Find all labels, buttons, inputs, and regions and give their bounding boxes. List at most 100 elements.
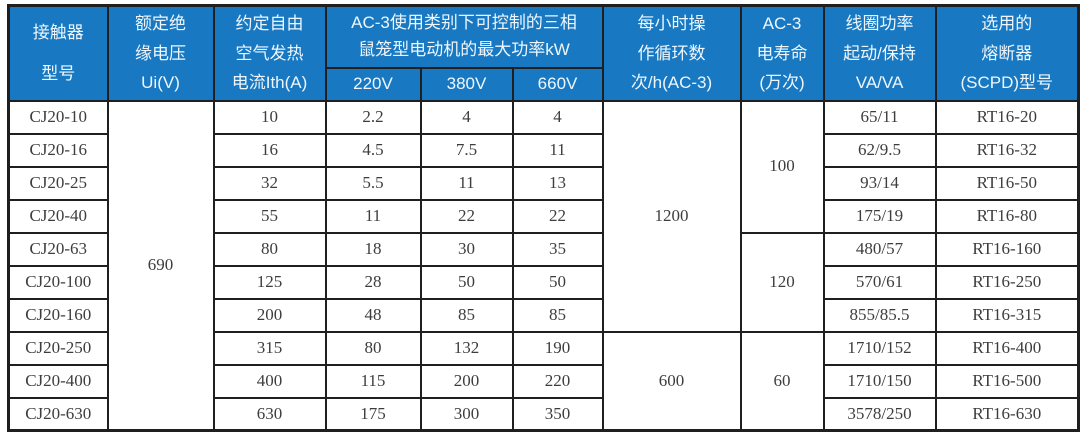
cell-ith: 630	[212, 396, 327, 432]
table-row: CJ20-10 690 10 2.2 4 4 1200 100 65/11 RT…	[7, 99, 1080, 432]
cell-coil: 855/85.5	[822, 297, 937, 333]
header-cell-220v: 220V	[324, 66, 422, 102]
cell-fuse: RT16-630	[934, 396, 1080, 432]
cell-coil: 1710/152	[822, 330, 937, 366]
cell-life-merged-top: 100	[739, 99, 825, 234]
cell-kw660: 220	[511, 363, 604, 399]
cell-kw220: 28	[324, 264, 422, 300]
cell-kw380: 22	[419, 198, 514, 234]
cell-kw220: 4.5	[324, 132, 422, 168]
cell-fuse: RT16-400	[934, 330, 1080, 366]
header-cell-ith: 约定自由 空气发热 电流Ith(A)	[212, 4, 327, 102]
cell-cycles-merged-top: 1200	[601, 99, 742, 333]
cell-model: CJ20-400	[7, 363, 109, 399]
header-cell-coil: 线圈功率 起动/保持 VA/VA	[822, 4, 937, 102]
cell-model: CJ20-40	[7, 198, 109, 234]
cell-kw380: 50	[419, 264, 514, 300]
header-cell-ac3-power: AC-3使用类别下可控制的三相 鼠笼型电动机的最大功率kW	[324, 4, 604, 69]
cell-ith: 16	[212, 132, 327, 168]
cell-coil: 1710/150	[822, 363, 937, 399]
cell-ith: 80	[212, 231, 327, 267]
cell-kw220: 2.2	[324, 99, 422, 135]
cell-ui-merged: 690	[106, 99, 215, 432]
cell-kw660: 190	[511, 330, 604, 366]
cell-model: CJ20-16	[7, 132, 109, 168]
cell-kw380: 200	[419, 363, 514, 399]
cell-kw380: 300	[419, 396, 514, 432]
cell-kw220: 80	[324, 330, 422, 366]
cell-model: CJ20-100	[7, 264, 109, 300]
cell-kw660: 35	[511, 231, 604, 267]
header-row-1: 接触器 型号 额定绝 缘电压 Ui(V) 约定自由 空气发热 电流Ith(A) …	[7, 4, 1080, 102]
header-cell-660v: 660V	[511, 66, 604, 102]
cell-model: CJ20-63	[7, 231, 109, 267]
cell-fuse: RT16-50	[934, 165, 1080, 201]
cell-ith: 55	[212, 198, 327, 234]
cell-fuse: RT16-500	[934, 363, 1080, 399]
cell-life-merged-mid: 120	[739, 231, 825, 333]
cell-ith: 10	[212, 99, 327, 135]
cell-fuse: RT16-250	[934, 264, 1080, 300]
cell-kw380: 4	[419, 99, 514, 135]
cell-kw220: 18	[324, 231, 422, 267]
table-row: CJ20-630 630 175 300 350 3578/250 RT16-6…	[7, 396, 1080, 432]
cell-coil: 93/14	[822, 165, 937, 201]
table-row: CJ20-100 125 28 50 50 570/61 RT16-250	[7, 264, 1080, 300]
table-row: CJ20-400 400 115 200 220 1710/150 RT16-5…	[7, 363, 1080, 399]
cell-model: CJ20-250	[7, 330, 109, 366]
cell-kw380: 85	[419, 297, 514, 333]
cell-model: CJ20-160	[7, 297, 109, 333]
header-cell-life: AC-3 电寿命 (万次)	[739, 4, 825, 102]
table-row: CJ20-160 200 48 85 85 855/85.5 RT16-315	[7, 297, 1080, 333]
cell-kw380: 30	[419, 231, 514, 267]
cell-ith: 400	[212, 363, 327, 399]
cell-fuse: RT16-32	[934, 132, 1080, 168]
cell-kw660: 350	[511, 396, 604, 432]
cell-fuse: RT16-160	[934, 231, 1080, 267]
cell-life-merged-bottom: 60	[739, 330, 825, 432]
header-cell-cycles: 每小时操 作循环数 次/h(AC-3)	[601, 4, 742, 102]
cell-kw220: 175	[324, 396, 422, 432]
contactor-spec-table: 接触器 型号 额定绝 缘电压 Ui(V) 约定自由 空气发热 电流Ith(A) …	[7, 4, 1081, 432]
header-cell-fuse: 选用的 熔断器 (SCPD)型号	[934, 4, 1080, 102]
cell-ith: 125	[212, 264, 327, 300]
table-row: CJ20-250 315 80 132 190 600 60 1710/152 …	[7, 330, 1080, 432]
cell-kw220: 48	[324, 297, 422, 333]
cell-model: CJ20-25	[7, 165, 109, 201]
cell-coil: 570/61	[822, 264, 937, 300]
cell-fuse: RT16-315	[934, 297, 1080, 333]
cell-kw660: 85	[511, 297, 604, 333]
header-cell-380v: 380V	[419, 66, 514, 102]
cell-model: CJ20-630	[7, 396, 109, 432]
cell-kw220: 11	[324, 198, 422, 234]
cell-kw660: 4	[511, 99, 604, 135]
header-cell-ui: 额定绝 缘电压 Ui(V)	[106, 4, 215, 102]
cell-kw660: 22	[511, 198, 604, 234]
table-row: CJ20-25 32 5.5 11 13 93/14 RT16-50	[7, 165, 1080, 201]
header-row-2: 220V 380V 660V	[9, 66, 1079, 102]
cell-ith: 32	[212, 165, 327, 201]
cell-fuse: RT16-80	[934, 198, 1080, 234]
cell-fuse: RT16-20	[934, 99, 1080, 135]
cell-kw220: 5.5	[324, 165, 422, 201]
header-cell-model: 接触器 型号	[7, 4, 109, 102]
cell-ith: 315	[212, 330, 327, 366]
cell-kw380: 11	[419, 165, 514, 201]
cell-kw380: 7.5	[419, 132, 514, 168]
cell-kw660: 13	[511, 165, 604, 201]
table-row: CJ20-63 80 18 30 35 120 480/57 RT16-160	[7, 231, 1080, 333]
cell-kw380: 132	[419, 330, 514, 366]
table-row: CJ20-40 55 11 22 22 175/19 RT16-80	[7, 198, 1080, 234]
cell-coil: 175/19	[822, 198, 937, 234]
cell-kw660: 50	[511, 264, 604, 300]
table-row: CJ20-16 16 4.5 7.5 11 62/9.5 RT16-32	[7, 132, 1080, 168]
cell-coil: 3578/250	[822, 396, 937, 432]
cell-kw220: 115	[324, 363, 422, 399]
cell-model: CJ20-10	[7, 99, 109, 135]
cell-coil: 480/57	[822, 231, 937, 267]
cell-coil: 65/11	[822, 99, 937, 135]
cell-kw660: 11	[511, 132, 604, 168]
cell-cycles-merged-bottom: 600	[601, 330, 742, 432]
cell-ith: 200	[212, 297, 327, 333]
